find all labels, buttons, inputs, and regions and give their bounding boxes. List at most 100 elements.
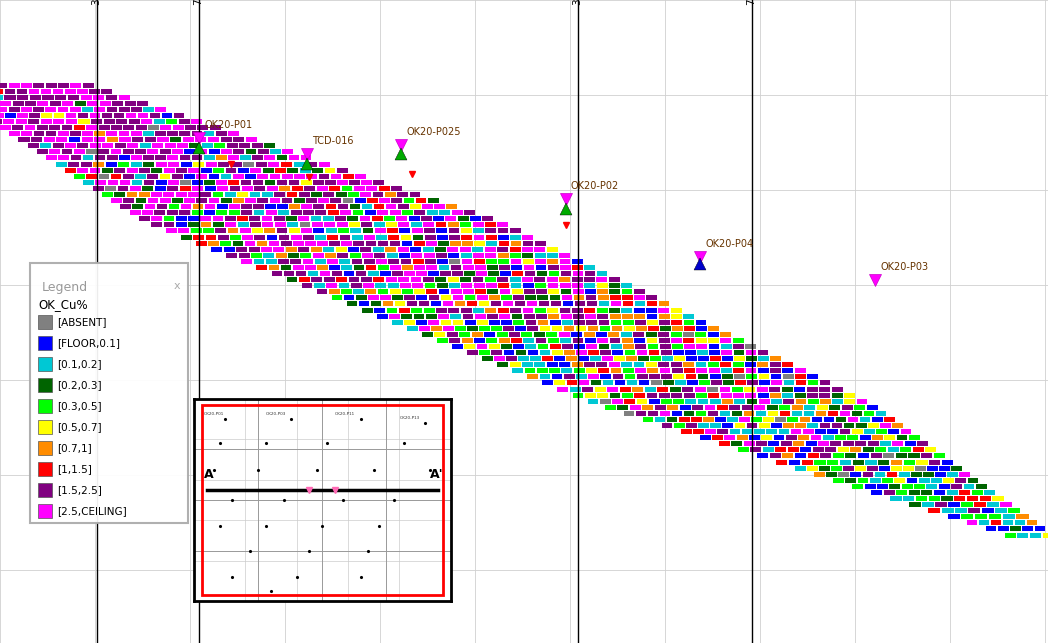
Bar (342, 240, 352, 246)
Bar (195, 137, 206, 142)
Bar (114, 168, 125, 172)
Bar (84, 180, 94, 185)
Bar (159, 174, 171, 179)
Bar (634, 362, 645, 367)
Bar (791, 411, 802, 416)
Bar (200, 216, 211, 221)
Bar (792, 405, 803, 410)
Bar (254, 259, 264, 264)
Bar (667, 405, 678, 410)
Bar (625, 374, 635, 379)
Bar (750, 448, 762, 453)
Bar (598, 368, 609, 374)
Bar (923, 472, 934, 476)
Bar (344, 271, 354, 276)
Bar (611, 368, 621, 374)
Bar (241, 259, 253, 264)
Bar (687, 381, 698, 385)
Bar (852, 411, 863, 416)
Bar (473, 247, 483, 251)
Bar (498, 362, 508, 367)
Bar (887, 472, 897, 476)
Bar (828, 411, 838, 416)
Bar (907, 478, 917, 483)
Bar (179, 156, 191, 161)
Bar (440, 320, 452, 325)
Bar (572, 338, 584, 343)
Bar (181, 161, 192, 167)
Bar (609, 362, 619, 367)
Bar (846, 478, 856, 483)
Bar (341, 289, 352, 294)
Bar (871, 490, 882, 495)
Bar (534, 247, 545, 251)
Bar (967, 478, 979, 483)
Bar (0, 113, 4, 118)
Bar (462, 259, 473, 264)
Bar (939, 484, 949, 489)
Bar (621, 393, 633, 397)
Bar (59, 156, 69, 161)
Bar (311, 277, 323, 282)
Bar (512, 271, 523, 276)
Bar (339, 283, 349, 288)
Bar (659, 368, 671, 374)
Bar (0, 101, 12, 105)
Bar (287, 168, 299, 172)
Bar (289, 204, 300, 209)
Bar (332, 295, 343, 300)
Bar (451, 265, 461, 270)
Bar (567, 381, 577, 385)
Bar (615, 381, 626, 385)
Bar (220, 137, 232, 142)
Bar (152, 143, 163, 149)
Bar (551, 326, 562, 331)
Bar (204, 210, 215, 215)
Bar (546, 332, 558, 337)
Bar (41, 119, 51, 124)
Bar (667, 417, 677, 422)
Bar (963, 484, 975, 489)
Bar (329, 240, 340, 246)
Bar (351, 259, 363, 264)
Bar (609, 307, 619, 312)
Bar (349, 222, 359, 228)
Bar (196, 174, 208, 179)
Bar (366, 289, 376, 294)
Bar (344, 295, 354, 300)
Bar (155, 156, 166, 161)
Bar (111, 198, 122, 203)
Bar (378, 265, 389, 270)
Bar (127, 168, 137, 172)
Bar (419, 302, 430, 307)
Bar (487, 314, 498, 318)
Bar (497, 332, 507, 337)
Bar (848, 417, 858, 422)
Bar (770, 368, 781, 374)
Bar (634, 295, 645, 300)
Bar (168, 180, 178, 185)
Bar (373, 180, 385, 185)
Bar (290, 210, 302, 215)
Bar (537, 314, 547, 318)
Bar (205, 161, 217, 167)
Bar (1030, 532, 1041, 538)
Bar (213, 222, 224, 228)
Bar (363, 283, 374, 288)
Bar (591, 381, 602, 385)
Bar (151, 222, 162, 228)
Bar (672, 393, 682, 397)
Bar (253, 180, 263, 185)
Bar (708, 368, 720, 374)
Bar (416, 271, 427, 276)
Bar (446, 204, 457, 209)
Bar (985, 527, 997, 531)
Bar (131, 107, 141, 112)
Bar (0, 82, 7, 87)
Bar (275, 222, 286, 228)
Bar (571, 277, 583, 282)
Bar (348, 247, 359, 251)
Bar (197, 149, 208, 154)
Bar (192, 180, 202, 185)
Bar (464, 344, 475, 349)
